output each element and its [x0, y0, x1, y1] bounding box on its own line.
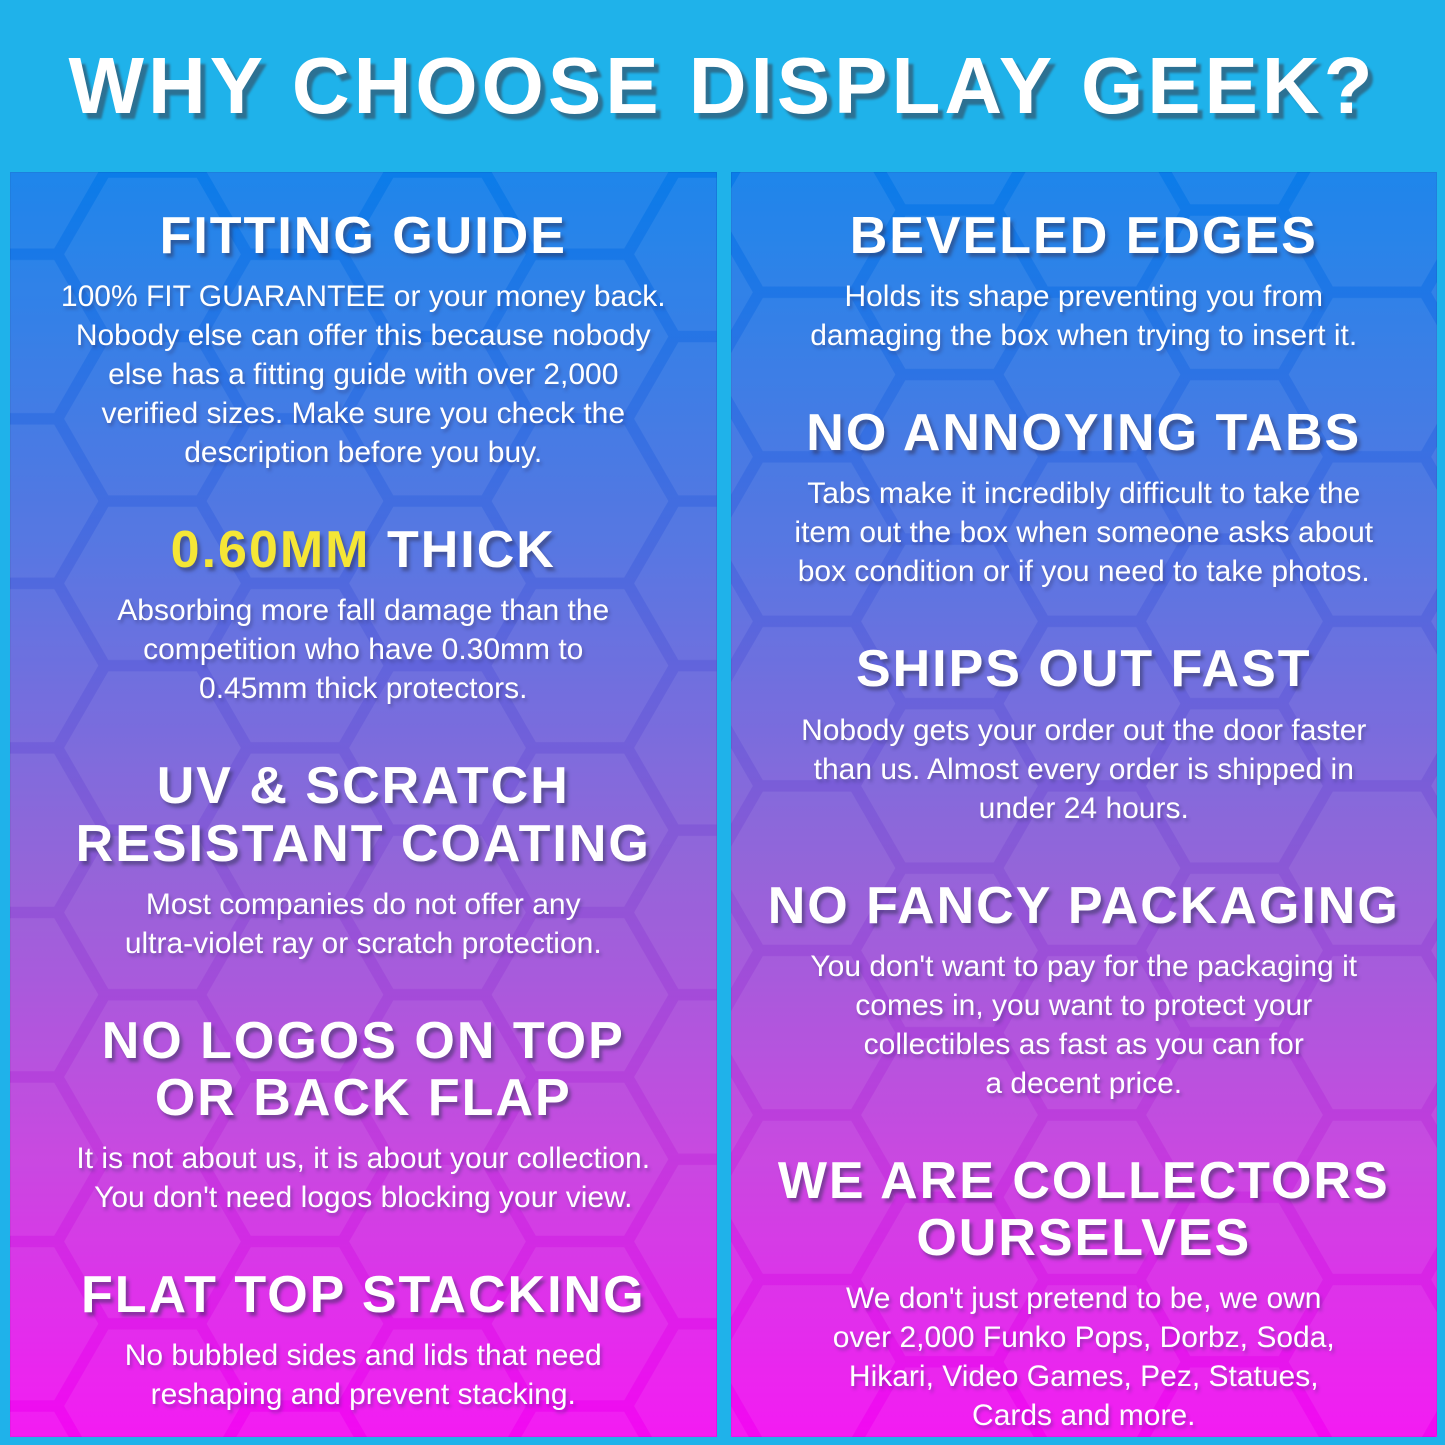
- feature-body: Holds its shape preventing you from dama…: [810, 280, 1358, 353]
- feature-heading: NO ANNOYING TABS: [806, 404, 1362, 463]
- feature-heading: UV & SCRATCH RESISTANT COATING: [75, 757, 651, 873]
- right-panel: BEVELED EDGES Holds its shape preventing…: [730, 172, 1438, 1437]
- feature-body: No bubbled sides and lids that need resh…: [124, 1339, 602, 1412]
- feature-body: Absorbing more fall damage than the comp…: [117, 594, 610, 706]
- feature-body: You don't want to pay for the packaging …: [810, 949, 1358, 1100]
- feature-section: FITTING GUIDE 100% FIT GUARANTEE or your…: [24, 207, 703, 472]
- feature-section: NO FANCY PACKAGING You don't want to pay…: [745, 876, 1424, 1103]
- feature-body: Tabs make it incredibly difficult to tak…: [794, 477, 1374, 589]
- left-panel: FITTING GUIDE 100% FIT GUARANTEE or your…: [10, 172, 717, 1437]
- feature-heading: NO FANCY PACKAGING: [767, 876, 1400, 935]
- feature-heading: WE ARE COLLECTORS OURSELVES: [777, 1151, 1390, 1267]
- feature-heading: FITTING GUIDE: [159, 207, 567, 265]
- feature-body: It is not about us, it is about your col…: [76, 1142, 651, 1215]
- feature-body: 100% FIT GUARANTEE or your money back. N…: [60, 280, 666, 470]
- header: WHY CHOOSE DISPLAY GEEK?: [0, 0, 1445, 172]
- page-title: WHY CHOOSE DISPLAY GEEK?: [68, 41, 1377, 130]
- feature-body: Nobody gets your order out the door fast…: [801, 713, 1367, 825]
- feature-body: Most companies do not offer any ultra-vi…: [124, 887, 602, 960]
- feature-section: NO ANNOYING TABS Tabs make it incredibly…: [745, 404, 1424, 591]
- feature-heading: 0.60MM THICK: [24, 522, 703, 579]
- right-panel-sections: BEVELED EDGES Holds its shape preventing…: [731, 172, 1438, 1435]
- heading-text: THICK: [370, 521, 556, 580]
- feature-section: FLAT TOP STACKING No bubbled sides and l…: [24, 1266, 703, 1414]
- feature-heading: SHIPS OUT FAST: [855, 640, 1312, 699]
- feature-section: NO LOGOS ON TOP OR BACK FLAP It is not a…: [24, 1011, 703, 1217]
- feature-heading: NO LOGOS ON TOP OR BACK FLAP: [101, 1011, 625, 1127]
- feature-heading: BEVELED EDGES: [849, 207, 1318, 265]
- feature-section: BEVELED EDGES Holds its shape preventing…: [745, 207, 1424, 355]
- feature-section: WE ARE COLLECTORS OURSELVES We don't jus…: [745, 1151, 1424, 1435]
- feature-heading: FLAT TOP STACKING: [80, 1266, 646, 1325]
- feature-section: SHIPS OUT FAST Nobody gets your order ou…: [745, 641, 1424, 827]
- left-panel-sections: FITTING GUIDE 100% FIT GUARANTEE or your…: [10, 172, 717, 1414]
- heading-highlight-text: 0.60MM: [170, 521, 371, 580]
- feature-section: UV & SCRATCH RESISTANT COATING Most comp…: [24, 758, 703, 962]
- feature-body: We don't just pretend to be, we own over…: [832, 1282, 1335, 1433]
- feature-section: 0.60MM THICK Absorbing more fall damage …: [24, 522, 703, 708]
- feature-panels: FITTING GUIDE 100% FIT GUARANTEE or your…: [10, 172, 1437, 1437]
